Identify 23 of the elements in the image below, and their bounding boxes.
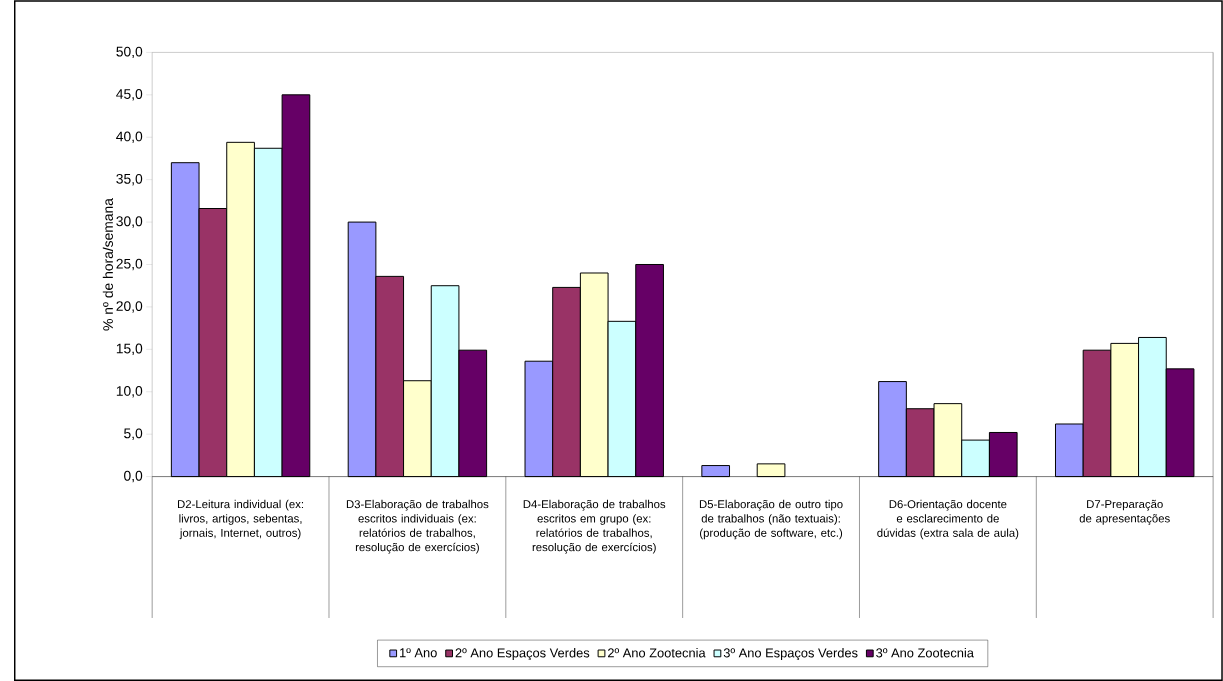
x-tick-label: D5-Elaboração de outro tipo de trabalhos (não textuais): (produção de software, etc.) [699,499,843,540]
x-tick-label: D2-Leitura individual (ex: livros, artigos, sebentas, jornais, Internet, outros) [177,499,304,540]
x-tick-label: D7-Preparação de apresentações [1079,499,1170,525]
y-tick-label: 10,0 [116,385,143,398]
legend-label: 1º Ano [400,648,437,658]
x-tick-label: D4-Elaboração de trabalhos escritos em grupo (ex: relatórios de trabalhos, resolução de exercícios) [523,499,666,554]
y-tick-label: 5,0 [124,428,143,440]
legend-label: 3º Ano Zootecnia [876,647,974,658]
y-tick-label: 15,0 [116,343,143,355]
y-tick-label: 20,0 [116,301,143,313]
y-tick-label: 35,0 [116,173,143,186]
y-tick-label: 45,0 [116,88,143,101]
y-tick-label: 40,0 [116,131,143,143]
legend-label: 2º Ano Zootecnia [608,647,706,658]
y-tick-label: 0,0 [124,470,143,483]
x-tick-label: D6-Orientação docente e esclarecimento de dúvidas (extra sala de aula) [877,499,1019,540]
y-tick-label: 50,0 [116,46,143,58]
legend-label: 2º Ano Espaços Verdes [455,647,590,660]
y-axis-title: % nº de hora/semana [102,198,113,331]
legend-label: 3º Ano Espaços Verdes [723,647,858,660]
y-tick-label: 30,0 [116,216,143,228]
y-tick-label: 25,0 [116,258,143,271]
x-tick-label: D3-Elaboração de trabalhos escritos individuais (ex: relatórios de trabalhos, resolução de exercícios) [346,499,489,554]
